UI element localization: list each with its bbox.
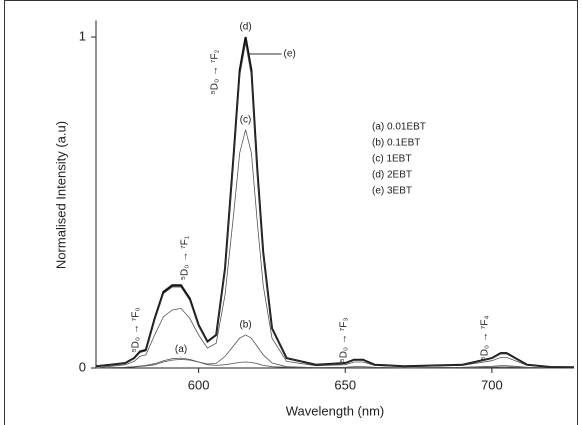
- curve-label: (c): [240, 114, 252, 125]
- x-axis-title: Wavelength (nm): [286, 403, 385, 418]
- series-line: [95, 41, 575, 368]
- series-line: [95, 36, 575, 369]
- y-tick-label: 0: [79, 359, 86, 374]
- transition-label: ⁵D₀ → ⁷F₃: [339, 318, 350, 363]
- x-tick-label: 600: [188, 377, 210, 392]
- transition-label: ⁵D₀ → ⁷F₂: [210, 50, 221, 95]
- series-line: [95, 129, 575, 369]
- legend-entry: (c) 1EBT: [372, 154, 411, 165]
- y-tick-label: 1: [79, 28, 86, 43]
- curve-label: (b): [239, 320, 251, 331]
- frame: [4, 0, 578, 425]
- legend-entry: (a) 0.01EBT: [372, 122, 426, 133]
- x-tick-label: 700: [481, 377, 503, 392]
- transition-label: ⁵D₀ → ⁷F₄: [480, 316, 491, 361]
- y-axis-title: Normalised Intensity (a.u): [53, 121, 68, 269]
- curve-label: (a): [175, 344, 187, 355]
- transition-label: ⁵D₀ → ⁷F₁: [180, 235, 191, 280]
- curve-label: (d): [239, 22, 251, 33]
- curve-label: (e): [284, 49, 296, 60]
- series-line: [95, 358, 574, 369]
- series-line: [95, 334, 575, 369]
- transition-label: ⁵D₀ → ⁷F₀: [131, 308, 142, 353]
- legend-entry: (e) 3EBT: [372, 186, 412, 197]
- legend-entry: (b) 0.1EBT: [372, 138, 420, 149]
- legend-entry: (d) 2EBT: [372, 170, 412, 181]
- x-tick-label: 650: [334, 377, 356, 392]
